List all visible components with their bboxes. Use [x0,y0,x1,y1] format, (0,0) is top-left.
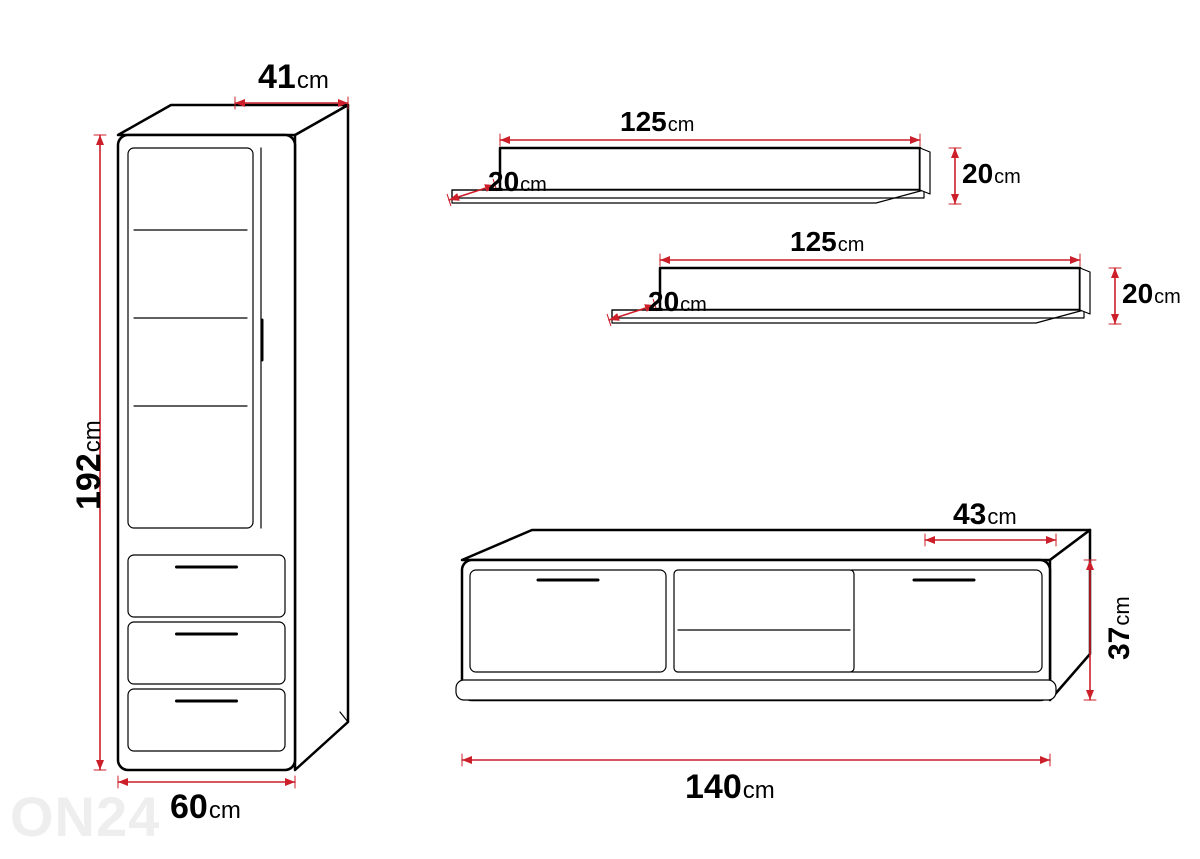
dimension-unit: cm [838,235,865,255]
diagram-svg [0,0,1200,859]
dimension-unit: cm [209,799,241,823]
dimension-value: 20 [1122,280,1153,308]
dimension-value: 20 [962,160,993,188]
dimension-cab_depth: 41cm [258,60,329,94]
dimension-value: 192 [72,453,106,510]
dimension-unit: cm [987,506,1016,528]
dimension-sh2_height: 20cm [1122,280,1181,308]
dimension-value: 41 [258,60,296,94]
dimension-cab_width: 60cm [170,790,241,824]
furniture-dimension-diagram: ON24 41cm192cm60cm125cm20cm20cm125cm20cm… [0,0,1200,859]
dimension-value: 60 [170,790,208,824]
dimension-value: 140 [685,770,742,804]
dimension-value: 20 [648,288,679,316]
dimension-unit: cm [1154,287,1181,307]
dimension-sh2_width: 125cm [790,228,864,256]
dimension-unit: cm [1111,596,1133,625]
dimension-sh1_depth: 20cm [488,168,547,196]
dimension-unit: cm [680,295,707,315]
dimension-tv_height: 37cm [1105,596,1135,660]
dimension-unit: cm [743,779,775,803]
dimension-tv_depth: 43cm [953,500,1017,530]
dimension-value: 43 [953,500,986,530]
dimension-cab_height: 192cm [72,420,106,510]
dimension-unit: cm [81,420,105,452]
dimension-value: 125 [790,228,837,256]
dimension-value: 20 [488,168,519,196]
dimension-unit: cm [668,115,695,135]
dimension-sh2_depth: 20cm [648,288,707,316]
dimension-unit: cm [297,69,329,93]
dimension-unit: cm [994,167,1021,187]
dimension-value: 125 [620,108,667,136]
dimension-tv_width: 140cm [685,770,775,804]
dimension-sh1_width: 125cm [620,108,694,136]
dimension-unit: cm [520,175,547,195]
dimension-value: 37 [1105,627,1135,660]
dimension-sh1_height: 20cm [962,160,1021,188]
